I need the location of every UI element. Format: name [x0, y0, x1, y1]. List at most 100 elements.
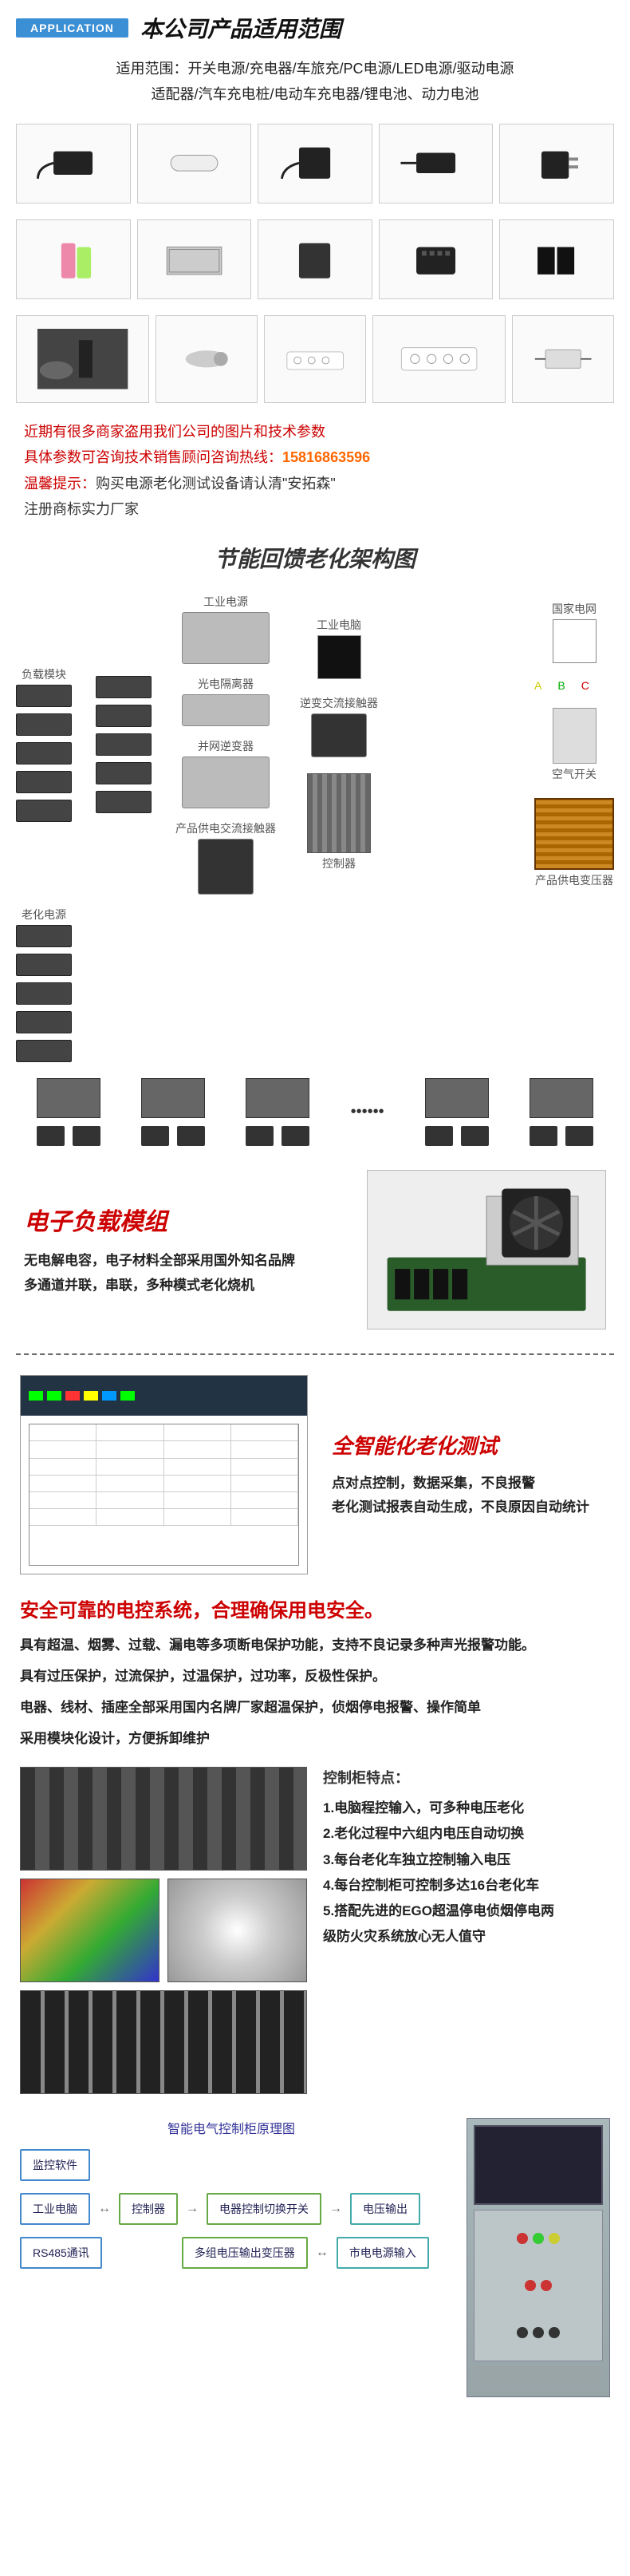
notice-line3: 温馨提示：购买电源老化测试设备请认清"安拓森" — [24, 471, 606, 496]
dev-controller — [307, 773, 371, 853]
divider-1 — [16, 1353, 614, 1355]
ctrl-photo-2 — [20, 1879, 159, 1982]
product-powerbank-small — [16, 219, 131, 299]
notice-line4: 注册商标实力厂家 — [24, 496, 606, 522]
load-module-section: 电子负载模组 无电解电容，电子材料全部采用国外知名品牌 多通道并联，串联，多种模… — [0, 1154, 630, 1345]
product-grid-3 — [0, 307, 630, 411]
dev-national-grid — [553, 619, 597, 663]
test-desc1: 点对点控制，数据采集，不良报警 — [332, 1472, 610, 1496]
dut-group-5 — [530, 1078, 593, 1146]
dut-ellipsis: •••••• — [351, 1103, 384, 1121]
arrow-1: ↔ — [98, 2202, 111, 2216]
label-industrial-ps: 工业电源 — [203, 594, 248, 610]
flow-monitor: 监控软件 — [20, 2149, 90, 2181]
label-load-module: 负载模块 — [22, 666, 66, 682]
dut-group-3 — [246, 1078, 309, 1146]
control-photos — [20, 1767, 307, 2094]
label-ipc: 工业电脑 — [317, 617, 361, 633]
architecture-diagram: 负载模块 工业电源 光电隔离器 并网逆变器 产品供电交流接触器 工业电脑 逆变交… — [0, 586, 630, 1070]
label-grid-inv: 并网逆变器 — [198, 738, 254, 754]
product-adapter-3 — [379, 124, 494, 203]
flow-rs485: RS485通讯 — [20, 2237, 102, 2269]
bottom-section: 智能电气控制柜原理图 监控软件 工业电脑 ↔ 控制器 → 电器控制切换开关 → … — [0, 2106, 630, 2409]
label-transformer: 产品供电变压器 — [535, 872, 613, 888]
phase-labels: A B C — [534, 679, 614, 692]
safety-desc2: 具有过压保护，过流保护，过温保护，过功率，反极性保护。 — [0, 1661, 630, 1693]
safety-desc3: 电器、线材、插座全部采用国内名牌厂家超温保护，侦烟停电报警、操作简单 — [0, 1693, 630, 1724]
label-aging-ps: 老化电源 — [22, 907, 66, 923]
application-badge: APPLICATION — [16, 18, 128, 38]
product-grid-2 — [0, 211, 630, 307]
label-contactor: 产品供电交流接触器 — [175, 820, 276, 836]
dev-transformer — [534, 798, 614, 870]
product-adapter-2 — [258, 124, 372, 203]
product-plug — [499, 124, 614, 203]
safety-desc4: 采用模块化设计，方便拆卸维护 — [0, 1724, 630, 1755]
flow-ipc: 工业电脑 — [20, 2193, 90, 2225]
label-photo-iso: 光电隔离器 — [198, 676, 254, 692]
cabinet-base — [474, 2366, 603, 2390]
product-ev-charger — [16, 315, 149, 403]
dev-inv-contactor — [311, 713, 367, 757]
dev-ipc — [317, 635, 361, 679]
product-adapter-1 — [16, 124, 131, 203]
flow-title: 智能电气控制柜原理图 — [20, 2118, 443, 2137]
ctrl-feature-1: 1.电脑程控输入，可多种电压老化 — [323, 1796, 610, 1821]
arrow-2: → — [186, 2202, 199, 2216]
load-module-image — [367, 1170, 606, 1329]
ctrl-photo-4 — [20, 1990, 307, 2094]
architecture-title: 节能回馈老化架构图 — [0, 530, 630, 586]
notice-phone: 15816863596 — [282, 449, 370, 465]
product-car-charger — [156, 315, 258, 403]
arrow-3: → — [329, 2202, 342, 2216]
control-cabinet-section: 控制柜特点： 1.电脑程控输入，可多种电压老化 2.老化过程中六组内电压自动切换… — [0, 1755, 630, 2106]
dev-industrial-ps — [182, 612, 270, 664]
label-air-switch: 空气开关 — [552, 766, 597, 782]
scope-line1: 开关电源/充电器/车旅充/PC电源/LED电源/驱动电源 — [187, 61, 514, 77]
dut-row: •••••• — [0, 1070, 630, 1154]
dut-group-1 — [37, 1078, 100, 1146]
dut-group-4 — [425, 1078, 489, 1146]
dev-grid-inv — [182, 757, 270, 808]
load-desc2: 多通道并联，串联，多种模式老化烧机 — [24, 1274, 335, 1298]
cabinet-screen — [474, 2125, 603, 2205]
flow-diagram: 智能电气控制柜原理图 监控软件 工业电脑 ↔ 控制器 → 电器控制切换开关 → … — [20, 2118, 443, 2281]
flow-switch: 电器控制切换开关 — [207, 2193, 321, 2225]
safety-title: 安全可靠的电控系统，合理确保用电安全。 — [0, 1586, 630, 1630]
scope-text: 适用范围：开关电源/充电器/车旅充/PC电源/LED电源/驱动电源 适配器/汽车… — [0, 48, 630, 116]
test-title: 全智能化老化测试 — [332, 1430, 610, 1460]
ctrl-photo-3 — [167, 1879, 307, 1982]
product-power-strip — [264, 315, 366, 403]
load-module-stack — [16, 685, 72, 822]
dev-photo-iso — [182, 694, 270, 726]
dut-group-2 — [141, 1078, 205, 1146]
product-usb-hub — [379, 219, 494, 299]
product-power-strip-2 — [372, 315, 506, 403]
flow-mains: 市电电源输入 — [337, 2237, 429, 2269]
intermediate-stack — [96, 676, 152, 813]
dev-air-switch — [553, 708, 597, 764]
notice-line1: 近期有很多商家盗用我们公司的图片和技术参数 — [24, 419, 606, 444]
ctrl-feature-3: 3.每台老化车独立控制输入电压 — [323, 1847, 610, 1873]
ctrl-feature-4: 4.每台控制柜可控制多达16台老化车 — [323, 1873, 610, 1898]
label-inv-contactor: 逆变交流接触器 — [300, 695, 378, 711]
application-header: APPLICATION 本公司产品适用范围 — [0, 0, 630, 48]
application-title: 本公司产品适用范围 — [140, 12, 341, 44]
load-desc1: 无电解电容，电子材料全部采用国外知名品牌 — [24, 1249, 335, 1274]
arrow-4: ↔ — [316, 2246, 329, 2260]
notice-line2: 具体参数可咨询技术销售顾问咨询热线：15816863596 — [24, 444, 606, 470]
dev-contactor — [198, 839, 254, 895]
label-national-grid: 国家电网 — [552, 601, 597, 617]
test-screenshot — [20, 1375, 308, 1574]
test-result-table — [29, 1424, 299, 1566]
aging-ps-stack — [16, 925, 72, 1062]
cabinet-panel — [474, 2210, 603, 2361]
control-cabinet-render — [467, 2118, 610, 2397]
safety-desc1: 具有超温、烟雾、过载、漏电等多项断电保护功能，支持不良记录多种声光报警功能。 — [0, 1630, 630, 1661]
load-title: 电子负载模组 — [24, 1202, 335, 1237]
test-section: 全智能化老化测试 点对点控制，数据采集，不良报警 老化测试报表自动生成，不良原因… — [0, 1363, 630, 1586]
label-controller: 控制器 — [322, 855, 356, 871]
product-powerbank — [137, 124, 252, 203]
test-header-bar — [21, 1376, 307, 1416]
product-battery — [499, 219, 614, 299]
